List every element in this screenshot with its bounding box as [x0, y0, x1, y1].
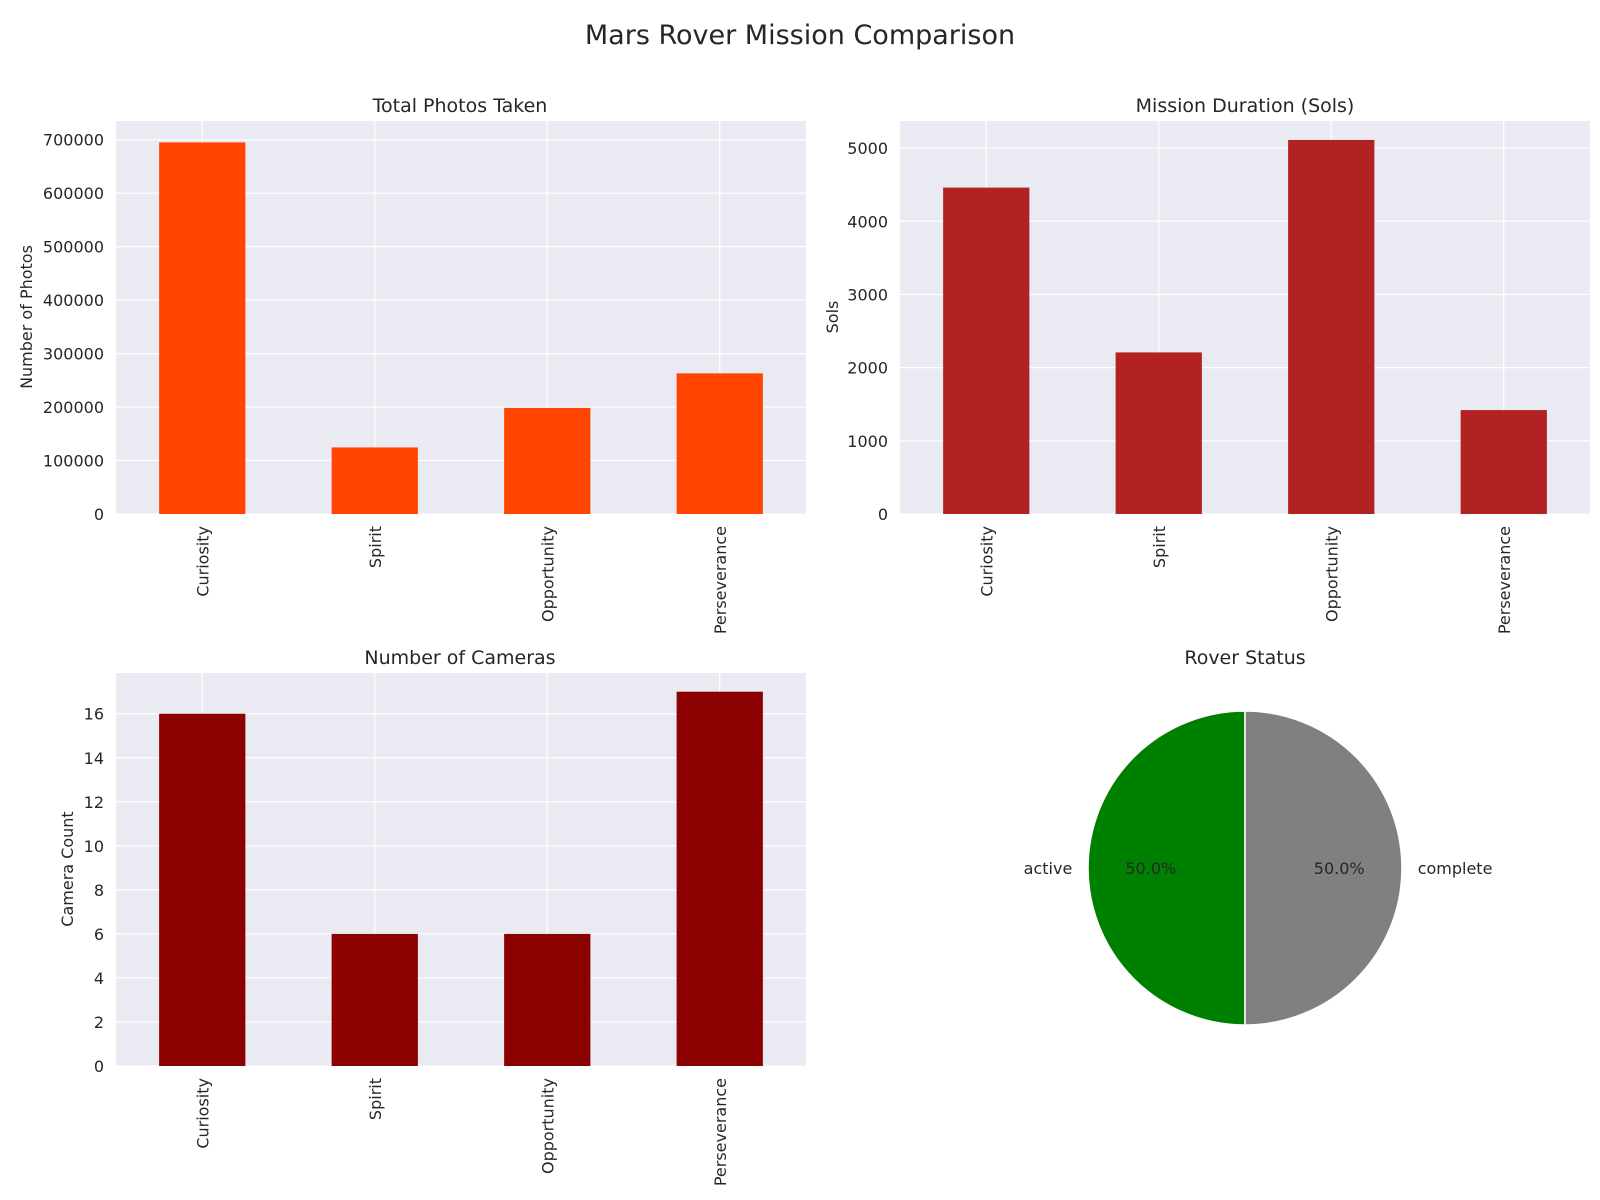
photos-bars [159, 142, 763, 514]
status-slice-label: active [1024, 859, 1073, 878]
cameras-bar-opportunity [504, 933, 591, 1066]
photos-bar-opportunity [504, 407, 591, 514]
photos-y-tick-label: 600000 [43, 184, 104, 203]
cameras-bar-curiosity [159, 713, 246, 1066]
status-chart: Rover Status active 50.0% complete 50.0% [1024, 647, 1493, 1026]
status-pie: active 50.0% complete 50.0% [1024, 710, 1493, 1026]
cameras-y-tick-label: 8 [94, 881, 104, 900]
photos-x-tick-label: Opportunity [538, 526, 557, 622]
cameras-chart-title: Number of Cameras [364, 647, 555, 669]
photos-bar-curiosity [159, 142, 246, 514]
cameras-x-tick-label: Spirit [366, 1078, 385, 1120]
photos-y-tick-label: 0 [94, 505, 104, 524]
cameras-x-tick-label: Perseverance [711, 1078, 730, 1186]
cameras-y-tick-label: 12 [84, 793, 104, 812]
cameras-y-tick-label: 16 [84, 705, 104, 724]
cameras-y-tick-label: 14 [84, 749, 104, 768]
status-slice-percent: 50.0% [1125, 859, 1176, 878]
cameras-y-axis: 0 2 4 6 8 10 12 14 16 [84, 705, 104, 1076]
duration-bars [943, 139, 1547, 514]
status-chart-title: Rover Status [1184, 647, 1305, 669]
cameras-bars [159, 691, 763, 1066]
duration-x-tick-label: Perseverance [1495, 526, 1514, 634]
duration-y-tick-label: 5000 [847, 139, 888, 158]
status-slice-label: complete [1418, 859, 1493, 878]
photos-bar-perseverance [676, 373, 763, 514]
cameras-x-axis: Curiosity Spirit Opportunity Perseverance [193, 1078, 730, 1186]
figure-title: Mars Rover Mission Comparison [585, 20, 1015, 51]
duration-chart: Mission Duration (Sols) 0 1000 2000 3000 400… [823, 95, 1590, 634]
duration-y-tick-label: 4000 [847, 212, 888, 231]
photos-x-tick-label: Curiosity [193, 526, 212, 597]
duration-y-tick-label: 3000 [847, 285, 888, 304]
cameras-y-tick-label: 4 [94, 969, 104, 988]
photos-y-tick-label: 200000 [43, 398, 104, 417]
photos-x-tick-label: Spirit [366, 526, 385, 568]
photos-y-axis-label: Number of Photos [17, 245, 36, 389]
duration-y-axis: 0 1000 2000 3000 4000 5000 [847, 139, 888, 524]
cameras-y-tick-label: 0 [94, 1057, 104, 1076]
duration-bar-opportunity [1288, 139, 1375, 514]
duration-bar-curiosity [943, 187, 1030, 514]
photos-y-tick-label: 300000 [43, 345, 104, 364]
cameras-x-tick-label: Opportunity [538, 1078, 557, 1174]
photos-x-axis: Curiosity Spirit Opportunity Perseverance [193, 526, 730, 634]
photos-y-tick-label: 700000 [43, 131, 104, 150]
cameras-y-tick-label: 2 [94, 1013, 104, 1032]
duration-bar-spirit [1115, 352, 1202, 514]
photos-x-tick-label: Perseverance [711, 526, 730, 634]
cameras-chart: Number of Cameras 0 2 4 6 8 10 12 14 16 Curiosit… [58, 647, 806, 1186]
duration-bar-perseverance [1460, 410, 1547, 514]
duration-y-tick-label: 0 [878, 505, 888, 524]
cameras-y-tick-label: 10 [84, 837, 104, 856]
cameras-bar-perseverance [676, 691, 763, 1066]
duration-y-tick-label: 1000 [847, 432, 888, 451]
duration-x-tick-label: Curiosity [977, 526, 996, 597]
duration-y-axis-label: Sols [823, 301, 842, 334]
duration-y-tick-label: 2000 [847, 359, 888, 378]
cameras-y-axis-label: Camera Count [58, 811, 77, 926]
cameras-x-tick-label: Curiosity [193, 1078, 212, 1149]
status-slice-percent: 50.0% [1314, 859, 1365, 878]
photos-y-tick-label: 400000 [43, 291, 104, 310]
duration-x-tick-label: Spirit [1150, 526, 1169, 568]
duration-x-tick-label: Opportunity [1322, 526, 1341, 622]
duration-chart-title: Mission Duration (Sols) [1136, 95, 1355, 117]
photos-y-tick-label: 100000 [43, 452, 104, 471]
cameras-y-tick-label: 6 [94, 925, 104, 944]
photos-y-axis: 0 100000 200000 300000 400000 500000 600000 700… [43, 131, 104, 524]
status-slice-complete [1244, 710, 1403, 1026]
photos-y-tick-label: 500000 [43, 238, 104, 257]
duration-x-axis: Curiosity Spirit Opportunity Perseverance [977, 526, 1514, 634]
cameras-bar-spirit [331, 933, 418, 1066]
photos-chart-title: Total Photos Taken [372, 95, 548, 117]
photos-chart: Total Photos Taken 0 100000 200000 300000 40… [17, 95, 806, 634]
status-slice-active [1087, 710, 1246, 1026]
photos-bar-spirit [331, 447, 418, 514]
